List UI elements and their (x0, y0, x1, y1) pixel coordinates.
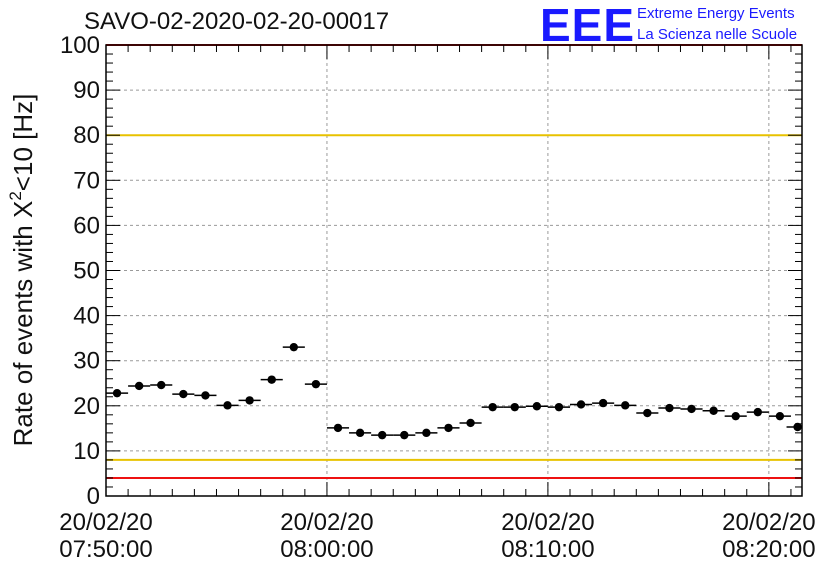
y-tick-label-0: 0 (87, 483, 100, 510)
data-point-marker-13 (400, 430, 409, 440)
data-point-marker-7 (267, 375, 276, 384)
data-point-0 (106, 388, 129, 398)
data-point-marker-16 (466, 418, 475, 428)
data-point-28 (724, 411, 747, 421)
data-point-marker-26 (687, 404, 696, 414)
y-tick-label-10: 10 (73, 438, 100, 465)
y-tick-label-60: 60 (73, 212, 100, 239)
data-point-marker-31 (793, 422, 802, 432)
data-points (106, 342, 802, 440)
data-point-22 (592, 398, 615, 408)
data-point-marker-10 (333, 423, 343, 433)
data-point-marker-11 (355, 428, 365, 438)
data-point-marker-22 (598, 398, 608, 408)
data-point-14 (415, 428, 438, 438)
logo-line-1: Extreme Energy Events (637, 5, 795, 22)
data-point-24 (636, 408, 659, 418)
data-point-6 (238, 396, 261, 405)
x-tick-label-date-20: 20/02/20 (501, 509, 594, 536)
y-tick-label-70: 70 (73, 167, 100, 194)
x-tick-label-date-0: 20/02/20 (59, 509, 152, 536)
y-axis-label-suffix: <10 [Hz] (8, 94, 38, 192)
x-tick-label-date-10: 20/02/20 (280, 509, 373, 536)
data-point-19 (525, 402, 548, 411)
data-point-marker-17 (488, 402, 497, 412)
data-point-5 (216, 401, 239, 410)
data-point-31 (786, 422, 802, 432)
data-point-7 (260, 375, 283, 384)
y-tick-labels: 0 10 20 30 40 50 60 70 80 90 100 (60, 32, 100, 510)
data-point-marker-9 (311, 379, 321, 389)
y-tick-label-50: 50 (73, 258, 100, 285)
data-point-29 (746, 407, 769, 417)
data-point-marker-6 (245, 396, 254, 405)
data-point-20 (547, 402, 570, 412)
data-point-marker-19 (532, 402, 542, 411)
y-tick-label-40: 40 (73, 303, 100, 330)
data-point-16 (459, 418, 482, 428)
y-axis-label-sup: 2 (6, 191, 25, 200)
data-point-2 (150, 380, 173, 390)
data-point-marker-14 (422, 428, 431, 438)
data-point-marker-5 (223, 401, 232, 410)
x-tick-label-time-0: 07:50:00 (59, 536, 152, 563)
data-point-marker-15 (444, 423, 453, 433)
eee-logo-mark: EEE (540, 0, 636, 51)
y-tick-label-100: 100 (60, 32, 100, 59)
data-point-marker-8 (289, 342, 299, 352)
y-tick-label-30: 30 (73, 348, 100, 375)
data-point-marker-18 (510, 402, 519, 412)
data-point-9 (304, 379, 327, 389)
data-point-15 (437, 423, 460, 433)
y-axis-label-prefix: Rate of events with X (8, 201, 38, 447)
data-point-marker-21 (576, 400, 586, 409)
y-tick-label-20: 20 (73, 393, 100, 420)
data-point-marker-2 (157, 380, 166, 390)
data-point-21 (570, 400, 593, 409)
data-point-27 (702, 406, 725, 415)
data-point-marker-12 (377, 430, 387, 440)
data-point-marker-30 (775, 411, 785, 421)
data-point-11 (349, 428, 372, 438)
x-tick-label-time-20: 08:10:00 (501, 536, 594, 563)
data-point-30 (768, 411, 791, 421)
data-point-10 (326, 423, 350, 433)
y-axis-label: Rate of events with X2<10 [Hz] (6, 94, 38, 447)
data-point-13 (393, 430, 416, 440)
data-point-8 (282, 342, 305, 352)
x-tick-labels: 20/02/2007:50:0020/02/2008:00:0020/02/20… (59, 509, 815, 563)
y-tick-label-90: 90 (73, 77, 100, 104)
data-point-23 (614, 401, 637, 410)
data-point-marker-25 (665, 403, 674, 413)
data-point-26 (680, 404, 703, 414)
data-point-marker-24 (643, 408, 652, 418)
data-point-marker-3 (179, 389, 188, 399)
data-point-3 (172, 389, 195, 399)
x-tick-label-time-30: 08:20:00 (722, 536, 815, 563)
tick-marks (105, 44, 802, 497)
y-tick-label-80: 80 (73, 122, 100, 149)
reference-lines (106, 44, 802, 479)
data-point-17 (481, 402, 504, 412)
x-tick-label-date-30: 20/02/20 (722, 509, 815, 536)
data-point-marker-29 (753, 407, 763, 417)
data-point-marker-27 (709, 406, 718, 415)
data-point-marker-4 (201, 391, 210, 400)
x-tick-label-time-10: 08:00:00 (280, 536, 373, 563)
data-point-marker-28 (731, 411, 740, 421)
data-point-marker-20 (554, 402, 564, 412)
data-point-marker-23 (621, 401, 630, 410)
data-point-4 (194, 391, 217, 400)
data-point-18 (503, 402, 526, 412)
data-point-25 (658, 403, 681, 413)
data-point-1 (128, 381, 151, 391)
logo-line-2: La Scienza nelle Scuole (637, 26, 798, 43)
data-point-marker-1 (134, 381, 144, 391)
data-point-marker-0 (112, 388, 122, 398)
data-point-12 (371, 430, 394, 440)
chart-title: SAVO-02-2020-02-20-00017 (84, 8, 390, 35)
